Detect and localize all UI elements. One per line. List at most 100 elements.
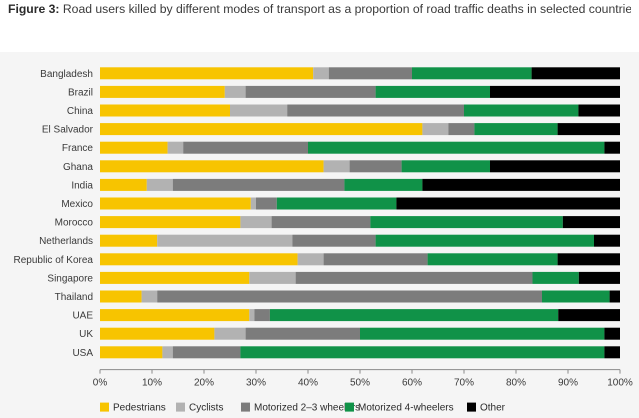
- bar-france-motorized-2-3-wheelers: [183, 141, 308, 154]
- bar-netherlands-motorized-4-wheelers: [375, 234, 594, 247]
- bar-uae-other: [558, 309, 620, 322]
- bar-el-salvador-cyclists: [422, 123, 449, 136]
- legend-swatch-other: [467, 402, 476, 412]
- legend-label-cyclists: Cyclists: [189, 403, 223, 414]
- bar-usa-pedestrians: [100, 346, 163, 359]
- bar-netherlands-cyclists: [157, 234, 293, 247]
- x-tick-label: 0%: [93, 378, 108, 389]
- bar-ghana-other: [490, 160, 620, 173]
- bar-mexico-cyclists: [250, 197, 256, 210]
- bar-bangladesh-cyclists: [313, 67, 329, 80]
- category-label: UK: [79, 329, 93, 340]
- stacked-bar-chart: Bangladesh Brazil China El Salvador France Gh…: [14, 67, 633, 414]
- x-tick-label: 100%: [607, 378, 633, 389]
- category-label: Mexico: [61, 199, 93, 210]
- figure-label: Figure 3:: [8, 2, 60, 16]
- bar-thailand-motorized-4-wheelers: [542, 290, 610, 303]
- bar-el-salvador-other: [557, 123, 620, 136]
- bar-uae-pedestrians: [100, 309, 250, 322]
- bar-morocco-other: [562, 216, 620, 229]
- bar-singapore-cyclists: [249, 271, 296, 284]
- bar-republic-of-korea-motorized-4-wheelers: [427, 253, 558, 266]
- bar-el-salvador-motorized-2-3-wheelers: [448, 123, 475, 136]
- bar-mexico-motorized-2-3-wheelers: [256, 197, 277, 210]
- bar-morocco-motorized-2-3-wheelers: [271, 216, 371, 229]
- x-tick-label: 80%: [506, 378, 526, 389]
- bar-republic-of-korea-cyclists: [297, 253, 324, 266]
- category-label: Morocco: [55, 218, 94, 229]
- bar-el-salvador-motorized-4-wheelers: [474, 123, 558, 136]
- category-label: India: [71, 180, 93, 191]
- legend-swatch-pedestrians: [100, 402, 109, 412]
- x-tick-label: 10%: [142, 378, 162, 389]
- x-tick-label: 40%: [298, 378, 318, 389]
- x-tick-label: 90%: [558, 378, 578, 389]
- bar-brazil-pedestrians: [100, 85, 225, 98]
- bar-netherlands-other: [594, 234, 620, 247]
- figure-caption: Figure 3: Road users killed by different…: [8, 1, 631, 18]
- bar-india-motorized-4-wheelers: [344, 178, 423, 191]
- legend-swatch-cyclists: [176, 402, 185, 412]
- bar-thailand-motorized-2-3-wheelers: [157, 290, 542, 303]
- bar-ghana-motorized-4-wheelers: [401, 160, 490, 173]
- bar-uae-cyclists: [249, 309, 255, 322]
- bar-france-other: [604, 141, 620, 154]
- bar-bangladesh-motorized-4-wheelers: [412, 67, 532, 80]
- bar-singapore-motorized-2-3-wheelers: [295, 271, 533, 284]
- bar-brazil-motorized-2-3-wheelers: [245, 85, 376, 98]
- bar-el-salvador-pedestrians: [100, 123, 423, 136]
- bar-uk-cyclists: [214, 327, 246, 340]
- category-label: Ghana: [63, 162, 93, 173]
- bar-mexico-motorized-4-wheelers: [276, 197, 397, 210]
- bar-china-motorized-2-3-wheelers: [287, 104, 464, 117]
- bar-uk-pedestrians: [100, 327, 215, 340]
- category-label: Republic of Korea: [14, 255, 94, 266]
- category-label: Brazil: [68, 87, 93, 98]
- bar-china-cyclists: [230, 104, 288, 117]
- category-label: Bangladesh: [40, 69, 93, 80]
- bar-netherlands-pedestrians: [100, 234, 158, 247]
- bar-bangladesh-motorized-2-3-wheelers: [328, 67, 412, 80]
- bar-china-motorized-4-wheelers: [464, 104, 579, 117]
- bar-ghana-motorized-2-3-wheelers: [349, 160, 402, 173]
- legend-label-motorized-2-3-wheelers: Motorized 2–3 wheelers: [254, 403, 360, 414]
- bar-uk-other: [604, 327, 620, 340]
- bar-usa-motorized-2-3-wheelers: [172, 346, 241, 359]
- bar-mexico-other: [396, 197, 620, 210]
- bar-usa-cyclists: [162, 346, 173, 359]
- bar-thailand-cyclists: [141, 290, 158, 303]
- bar-thailand-other: [609, 290, 620, 303]
- bar-netherlands-motorized-2-3-wheelers: [292, 234, 376, 247]
- bar-france-pedestrians: [100, 141, 168, 154]
- bar-uae-motorized-2-3-wheelers: [254, 309, 270, 322]
- bar-india-cyclists: [146, 178, 173, 191]
- bar-bangladesh-other: [531, 67, 620, 80]
- category-label: UAE: [72, 311, 93, 322]
- bar-ghana-pedestrians: [100, 160, 324, 173]
- legend-label-motorized-4-wheelers: Motorized 4-wheelers: [358, 403, 454, 414]
- x-tick-label: 30%: [246, 378, 266, 389]
- chart-panel: Bangladesh Brazil China El Salvador France Gh…: [0, 52, 639, 418]
- figure-title: Road users killed by different modes of …: [62, 2, 631, 16]
- bar-ghana-cyclists: [323, 160, 350, 173]
- bar-uk-motorized-2-3-wheelers: [245, 327, 360, 340]
- category-label: Singapore: [47, 273, 93, 284]
- category-label: El Salvador: [42, 125, 94, 136]
- bar-uae-motorized-4-wheelers: [269, 309, 559, 322]
- bar-singapore-motorized-4-wheelers: [532, 271, 579, 284]
- category-label: France: [62, 143, 94, 154]
- bar-morocco-cyclists: [240, 216, 272, 229]
- bar-brazil-motorized-4-wheelers: [375, 85, 490, 98]
- category-label: USA: [72, 348, 93, 359]
- legend-swatch-motorized-4-wheelers: [345, 402, 354, 412]
- bar-china-pedestrians: [100, 104, 230, 117]
- bar-singapore-other: [578, 271, 620, 284]
- bar-france-cyclists: [167, 141, 184, 154]
- category-label: Netherlands: [39, 236, 93, 247]
- bar-india-motorized-2-3-wheelers: [172, 178, 345, 191]
- bar-singapore-pedestrians: [100, 271, 250, 284]
- category-label: Thailand: [55, 292, 93, 303]
- category-label: China: [67, 106, 94, 117]
- bar-brazil-other: [490, 85, 620, 98]
